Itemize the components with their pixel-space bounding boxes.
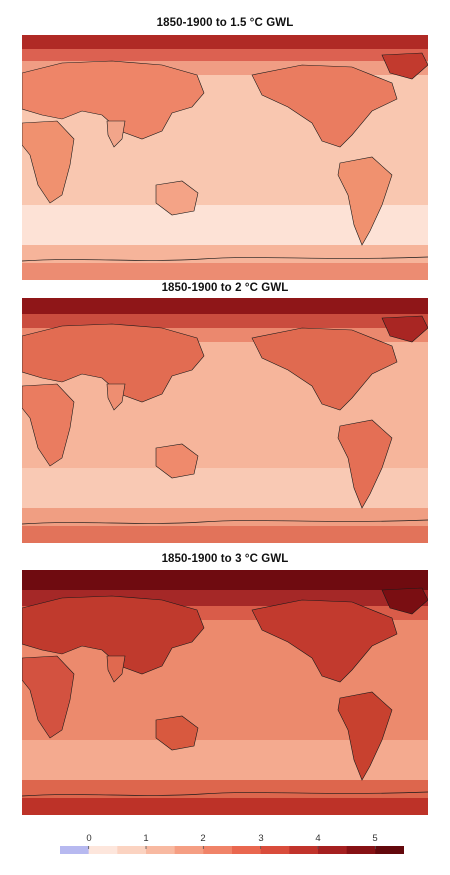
colorbar-swatch xyxy=(318,846,348,854)
colorbar-swatch xyxy=(60,846,90,854)
colorbar-swatch xyxy=(260,846,290,854)
map-panel-2 xyxy=(22,298,428,543)
colorbar-swatch xyxy=(146,846,176,854)
map-panel-1p5 xyxy=(22,35,428,280)
map-panel-3 xyxy=(22,570,428,815)
colorbar-tick-0: 0 xyxy=(86,833,92,844)
world-map-3 xyxy=(22,570,428,815)
colorbar-tick-1: 1 xyxy=(143,833,149,844)
colorbar-tick-4: 4 xyxy=(315,833,321,844)
colorbar-tick-3: 3 xyxy=(258,833,264,844)
colorbar-swatch xyxy=(174,846,204,854)
colorbar-swatch xyxy=(346,846,376,854)
colorbar-swatch xyxy=(289,846,319,854)
panel-title-2: 1850-1900 to 2 °C GWL xyxy=(161,282,289,294)
colorbar-swatch xyxy=(117,846,147,854)
colorbar-swatch xyxy=(232,846,262,854)
panel-title-3: 1850-1900 to 3 °C GWL xyxy=(161,553,289,565)
colorbar xyxy=(60,846,404,854)
colorbar-swatch xyxy=(375,846,404,854)
world-map-1p5 xyxy=(22,35,428,280)
colorbar-tick-2: 2 xyxy=(200,833,206,844)
world-map-2 xyxy=(22,298,428,543)
colorbar-tick-5: 5 xyxy=(372,833,378,844)
colorbar-swatch xyxy=(88,846,118,854)
colorbar-swatch xyxy=(203,846,233,854)
panel-title-1: 1850-1900 to 1.5 °C GWL xyxy=(156,17,294,29)
colorbar-swatches xyxy=(60,846,404,854)
